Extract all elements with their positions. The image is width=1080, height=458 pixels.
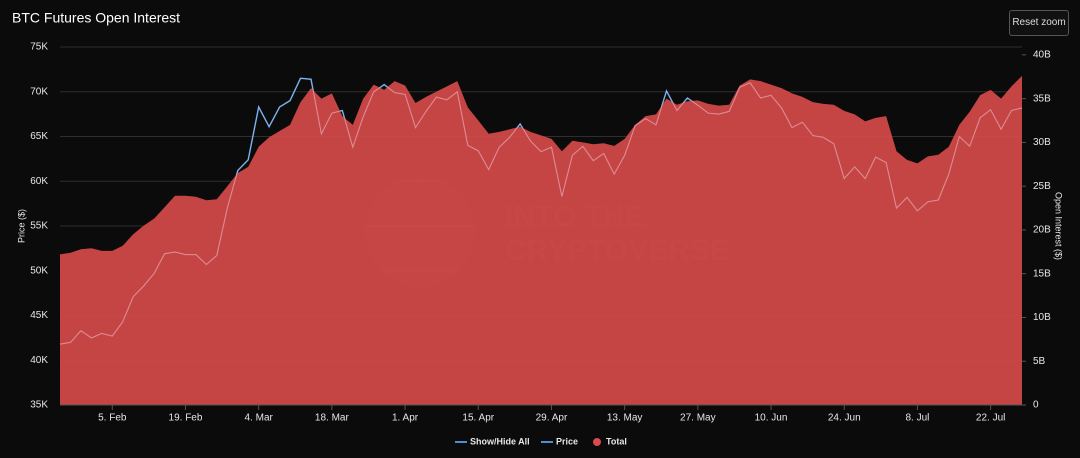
x-tick-label: 29. Apr	[536, 413, 568, 424]
y2-tick-label: 30B	[1033, 137, 1051, 148]
chart-title: BTC Futures Open Interest	[12, 10, 180, 26]
y-tick-label: 60K	[30, 176, 48, 187]
x-tick-label: 19. Feb	[169, 413, 203, 424]
y2-tick-label: 25B	[1033, 181, 1051, 192]
x-tick-label: 5. Feb	[98, 413, 127, 424]
y2-tick-label: 15B	[1033, 268, 1051, 279]
legend-item[interactable]: Price	[556, 436, 578, 446]
x-tick-label: 18. Mar	[315, 413, 350, 424]
y-tick-label: 55K	[30, 221, 48, 232]
y2-tick-label: 10B	[1033, 312, 1051, 323]
legend-toggle[interactable]: Show/Hide All	[470, 436, 530, 446]
y2-tick-label: 35B	[1033, 93, 1051, 104]
y-tick-label: 70K	[30, 86, 48, 97]
y-tick-label: 35K	[30, 400, 48, 411]
y2-tick-label: 5B	[1033, 356, 1046, 367]
legend-symbol	[593, 438, 601, 446]
y2-tick-label: 20B	[1033, 225, 1051, 236]
y-tick-label: 75K	[30, 42, 48, 53]
area	[60, 75, 1022, 406]
y-axis-title: Price ($)	[16, 209, 26, 243]
x-tick-label: 13. May	[607, 413, 643, 424]
y2-axis-title: Open Interest ($)	[1054, 192, 1064, 260]
y-tick-label: 40K	[30, 355, 48, 366]
x-tick-label: 10. Jun	[755, 413, 788, 424]
x-tick-label: 1. Apr	[392, 413, 419, 424]
reset-zoom-button[interactable]: Reset zoom	[1009, 10, 1069, 36]
x-tick-label: 27. May	[680, 413, 716, 424]
y2-tick-label: 0	[1033, 400, 1039, 411]
x-tick-label: 22. Jul	[976, 413, 1005, 424]
legend-item[interactable]: Total	[606, 436, 627, 446]
x-tick-label: 4. Mar	[245, 413, 274, 424]
y2-tick-label: 40B	[1033, 50, 1051, 61]
y-tick-label: 50K	[30, 265, 48, 276]
x-tick-label: 24. Jun	[828, 413, 861, 424]
y-tick-label: 45K	[30, 310, 48, 321]
x-tick-label: 15. Apr	[462, 413, 494, 424]
y-tick-label: 65K	[30, 131, 48, 142]
line-overlay	[59, 77, 1023, 345]
x-tick-label: 8. Jul	[905, 413, 929, 424]
